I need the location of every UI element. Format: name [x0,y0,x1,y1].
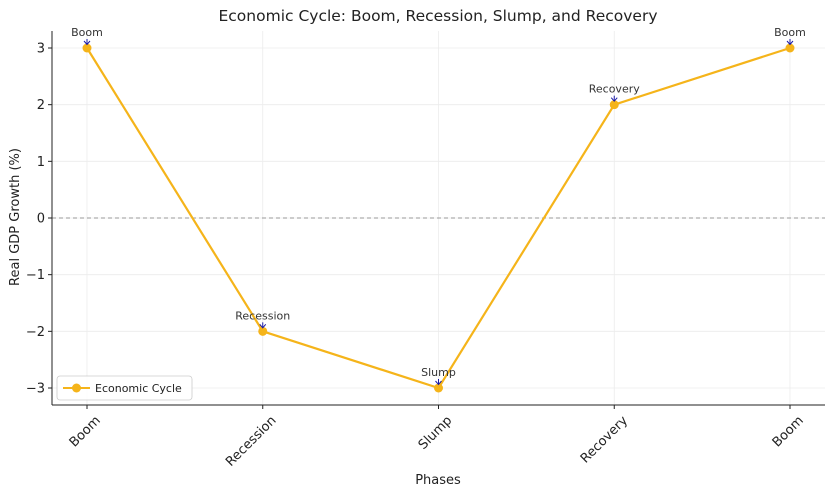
data-point [82,43,92,53]
x-tick-label: Boom [770,413,807,450]
annotation-label: Recession [235,309,290,322]
y-axis-ticks: −3 −2 −1 0 1 2 3 [26,42,52,397]
data-series [82,43,795,393]
y-tick-label: −3 [26,382,45,397]
annotation-arrow-head [83,40,91,46]
legend: Economic Cycle [56,375,193,401]
legend-marker-swatch [72,383,81,393]
y-tick-label: 2 [37,98,45,113]
legend-box [56,375,193,401]
y-tick-label: −1 [26,268,45,283]
data-point [258,326,268,336]
chart-title: Economic Cycle: Boom, Recession, Slump, … [218,7,657,25]
legend-entry-label: Economic Cycle [95,382,182,395]
x-tick-label: Slump [416,413,456,453]
annotation-arrow-head [259,324,267,329]
annotation-label: Boom [774,26,806,39]
y-tick-label: 1 [37,155,45,170]
y-tick-label: 3 [37,42,45,57]
y-axis-label: Real GDP Growth (%) [8,148,23,286]
y-tick-label: −2 [26,325,45,340]
annotations: Boom Recession Slump Recovery Boom [71,26,806,386]
y-tick-label: 0 [37,212,45,227]
annotation-arrow-head [435,380,442,386]
annotation-label: Recovery [589,83,640,96]
x-tick-label: Boom [67,413,104,450]
x-tick-label: Recovery [578,413,631,466]
annotation-arrow-head [610,97,618,102]
annotation-label: Boom [71,26,103,39]
annotation-label: Slump [421,366,456,379]
x-tick-label: Recession [223,413,280,470]
x-axis-label: Phases [415,473,461,488]
data-point [434,383,443,393]
x-axis-ticks: Boom Recession Slump Recovery Boom [67,405,807,470]
annotation-arrow-head [786,40,794,46]
data-point [785,43,795,53]
data-point [609,100,619,110]
